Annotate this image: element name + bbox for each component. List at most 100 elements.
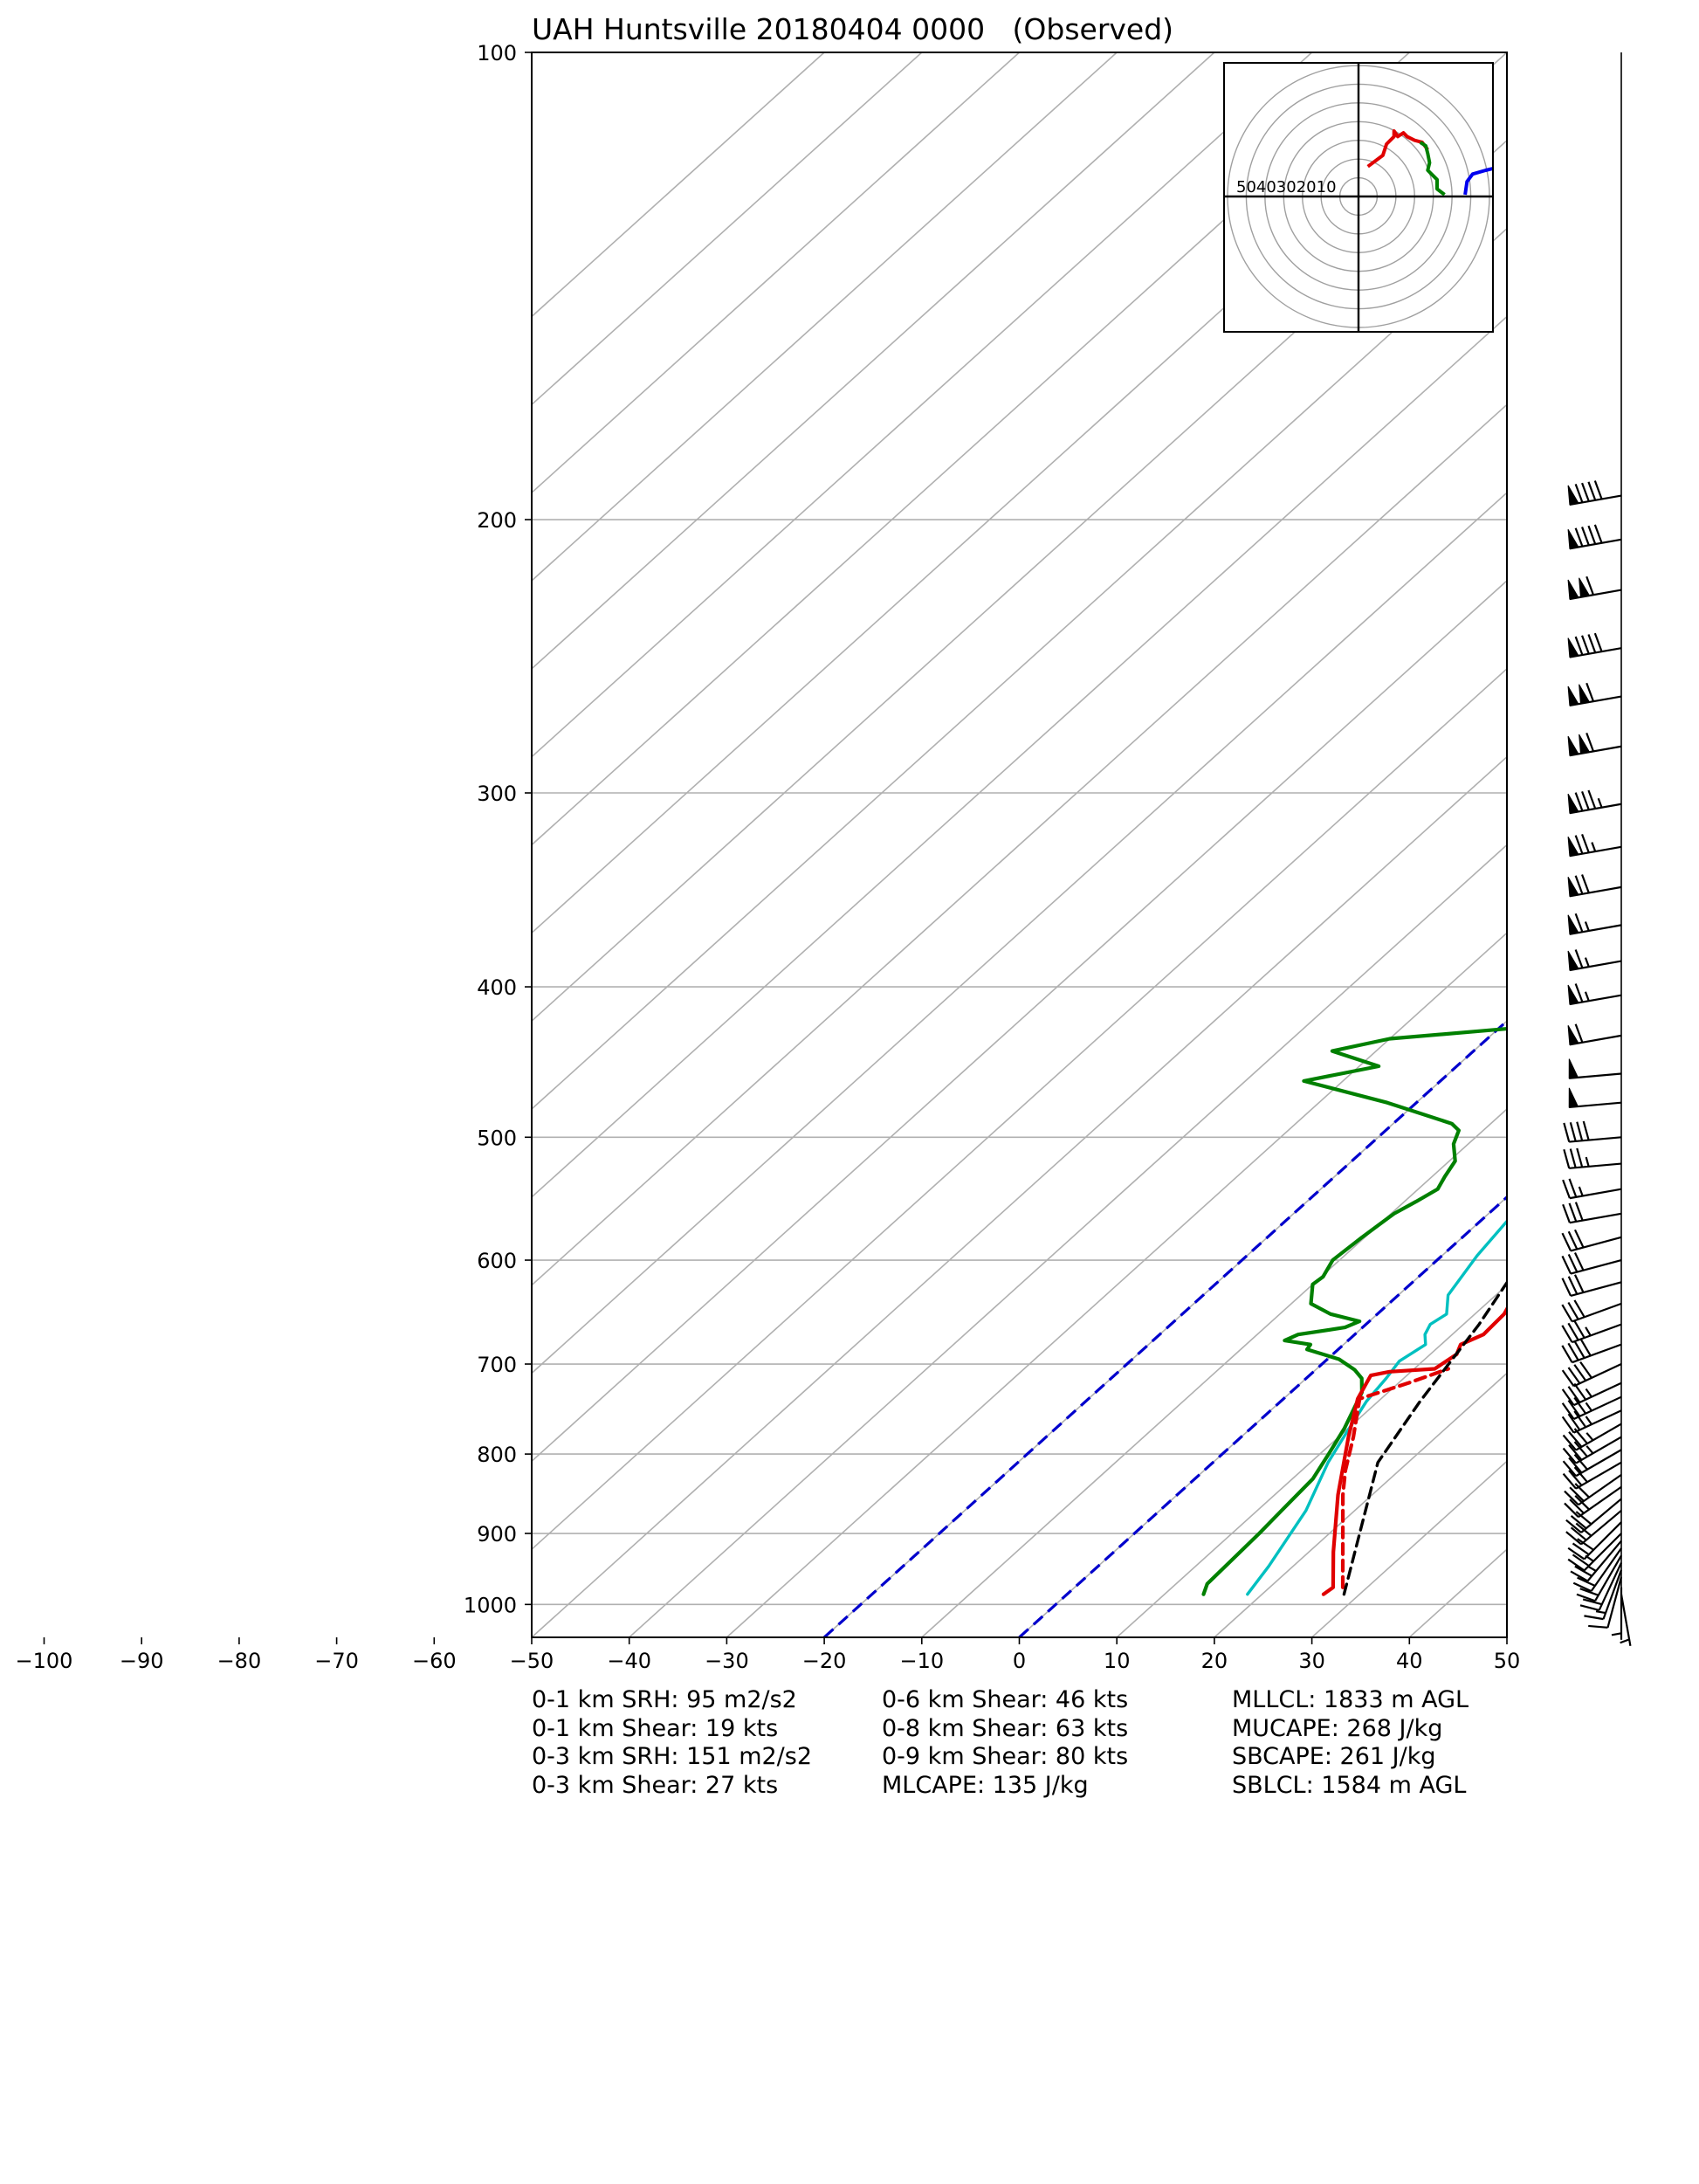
barb-full <box>1574 1483 1590 1498</box>
barb-full <box>1579 1604 1599 1612</box>
barb-full <box>1587 481 1597 501</box>
barb-full <box>1567 1547 1586 1560</box>
isotherm-grid-line <box>532 52 1215 670</box>
barb-full <box>1581 635 1590 655</box>
x-tick-label: −80 <box>217 1649 262 1673</box>
barb-half <box>1586 1432 1594 1442</box>
x-tick-label: −50 <box>510 1649 554 1673</box>
wind-barb <box>1567 913 1622 935</box>
isotherm-grid-line <box>629 844 1507 1637</box>
barb-staff <box>1575 1436 1622 1464</box>
wind-barb <box>1567 480 1622 506</box>
barb-full <box>1581 833 1590 853</box>
barb-full <box>1562 1472 1577 1490</box>
barb-staff <box>1575 1461 1622 1490</box>
barb-half <box>1611 1632 1622 1636</box>
wind-barb <box>1567 874 1622 898</box>
profile-lines <box>823 1019 1507 1637</box>
stat-line: 0-1 km Shear: 19 kts <box>532 1714 779 1742</box>
barb-full <box>1569 1122 1577 1142</box>
y-tick-label: 800 <box>477 1443 517 1467</box>
barb-full <box>1574 1565 1592 1577</box>
barb-half <box>1584 957 1590 968</box>
barb-staff <box>1569 1188 1622 1200</box>
barb-staff <box>1569 1162 1622 1169</box>
wind-barb <box>1611 1587 1623 1640</box>
barb-full <box>1574 484 1584 503</box>
barb-flag <box>1579 577 1591 598</box>
dewpoint-line <box>1201 1026 1507 1596</box>
wind-barb <box>1561 1320 1622 1344</box>
stats-column-2: 0-6 km Shear: 46 kts 0-8 km Shear: 63 kt… <box>882 1686 1128 1800</box>
x-tick-label: −20 <box>802 1649 847 1673</box>
barb-full <box>1561 1278 1572 1297</box>
barb-flag <box>1567 579 1579 600</box>
y-tick-label: 300 <box>477 782 517 806</box>
barb-full <box>1562 1447 1577 1464</box>
barb-flag <box>1568 1058 1579 1079</box>
barb-full <box>1561 1388 1575 1406</box>
barb-full <box>1573 1396 1587 1415</box>
x-tick-label: −40 <box>607 1649 651 1673</box>
barb-half <box>1585 1402 1592 1412</box>
barb-full <box>1569 1486 1585 1502</box>
barb-full <box>1567 1413 1581 1431</box>
barb-full <box>1562 1434 1577 1451</box>
barb-flag <box>1579 734 1591 754</box>
barb-full <box>1568 1431 1583 1448</box>
barb-full <box>1574 527 1584 548</box>
barb-half <box>1595 1610 1606 1615</box>
hodograph-plot <box>1224 63 1493 332</box>
barb-full <box>1573 1453 1588 1471</box>
barb-staff <box>1602 1569 1623 1620</box>
wind-barb <box>1561 1274 1622 1297</box>
wind-barb <box>1567 632 1622 658</box>
isotherm-grid-line <box>1605 52 1699 1637</box>
barb-full <box>1574 1202 1584 1221</box>
barb-staff <box>1580 1510 1622 1546</box>
wind-barb <box>1562 1202 1622 1224</box>
barb-staff <box>1620 1594 1632 1646</box>
barb-full <box>1565 1519 1582 1533</box>
barb-full <box>1561 1402 1575 1420</box>
x-tick-label: 40 <box>1396 1649 1423 1673</box>
barb-staff <box>1586 1540 1622 1582</box>
stat-line: SBLCL: 1584 m AGL <box>1232 1771 1467 1799</box>
barb-full <box>1567 1558 1586 1572</box>
barb-full <box>1564 1490 1579 1506</box>
barb-half <box>1585 1388 1592 1398</box>
chart-title: UAH Huntsville 20180404 0000 (Observed) <box>532 12 1173 46</box>
wind-barb <box>1567 682 1622 707</box>
barb-full <box>1593 632 1603 652</box>
barb-flag <box>1567 914 1579 935</box>
x-tick-label: −90 <box>120 1649 164 1673</box>
isotherm-grid-line <box>921 1107 1507 1637</box>
barb-half <box>1591 842 1597 852</box>
barb-full <box>1579 1588 1599 1596</box>
barb-staff <box>1572 1302 1622 1323</box>
wind-barb <box>1562 1461 1622 1490</box>
barb-staff <box>1580 1498 1622 1533</box>
stat-line: MLCAPE: 135 J/kg <box>882 1771 1089 1799</box>
barb-staff <box>1594 1554 1622 1602</box>
barb-full <box>1581 482 1590 502</box>
barb-staff <box>1570 1281 1622 1297</box>
barb-full <box>1572 1581 1592 1593</box>
barb-full <box>1574 835 1584 855</box>
barb-flag <box>1567 1025 1579 1045</box>
barb-full <box>1561 1304 1573 1322</box>
stat-line: 0-9 km Shear: 80 kts <box>882 1743 1129 1770</box>
barb-staff <box>1570 1236 1622 1252</box>
barb-full <box>1574 636 1584 656</box>
pressure-axis: 100 200 300 400 500 600 700 800 900 1000 <box>464 41 532 1617</box>
x-tick-label: 50 <box>1494 1649 1521 1673</box>
hodograph-trace <box>1419 141 1446 196</box>
barb-full <box>1587 525 1597 545</box>
barb-half <box>1620 1638 1630 1644</box>
barb-staff <box>1606 1576 1623 1629</box>
barb-full <box>1567 1367 1581 1384</box>
wind-barb <box>1561 1395 1622 1421</box>
barb-full <box>1568 1470 1583 1486</box>
barb-full <box>1570 1570 1588 1582</box>
barb-full <box>1561 1325 1573 1343</box>
